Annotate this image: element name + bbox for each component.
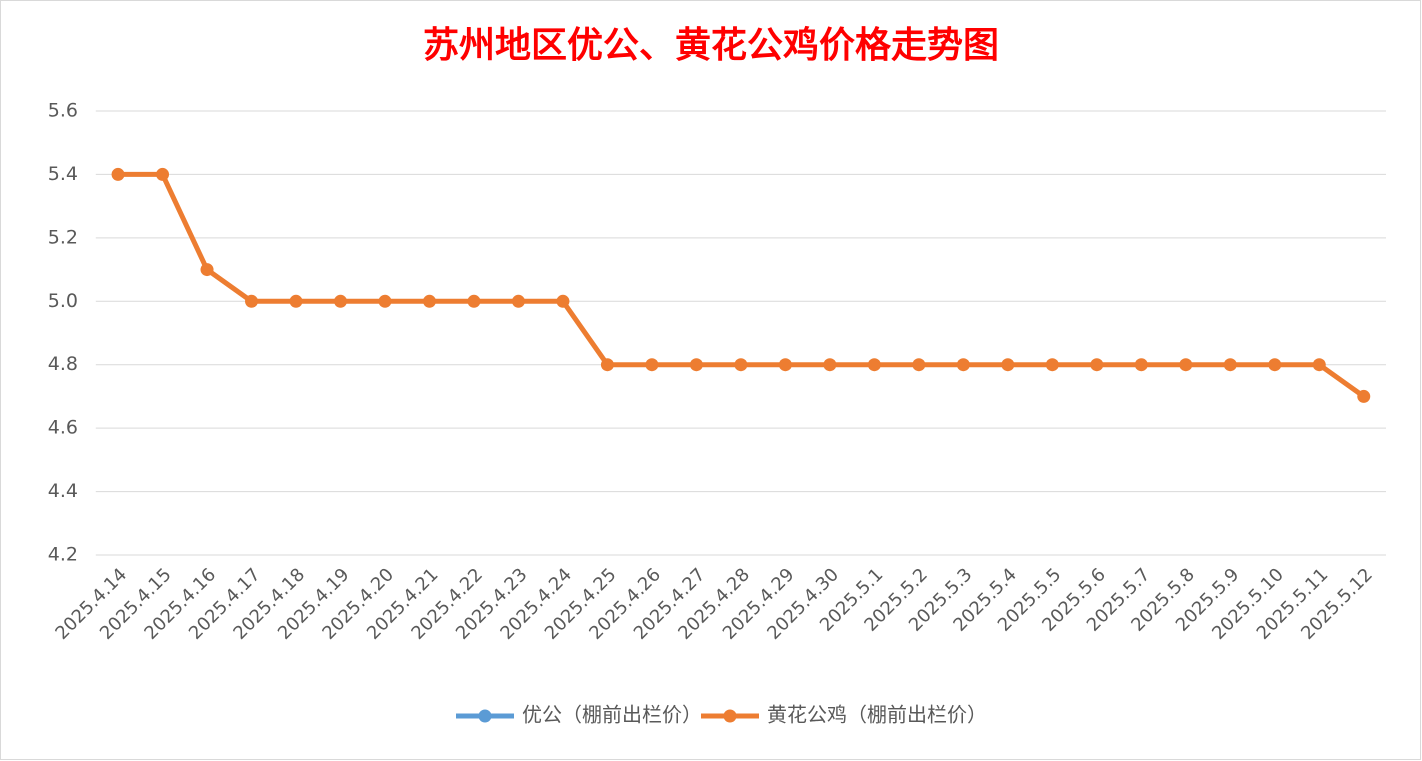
data-point xyxy=(1179,358,1193,372)
data-point xyxy=(823,358,837,372)
data-point xyxy=(245,294,259,308)
data-point xyxy=(200,263,214,277)
data-point xyxy=(378,294,392,308)
y-tick-label: 5.2 xyxy=(48,226,78,248)
data-point xyxy=(556,294,570,308)
data-point xyxy=(867,358,881,372)
y-tick-label: 4.6 xyxy=(48,417,78,439)
data-point xyxy=(111,167,125,181)
chart-title: 苏州地区优公、黄花公鸡价格走势图 xyxy=(423,24,999,66)
y-tick-label: 5.6 xyxy=(48,100,78,122)
data-point xyxy=(156,167,170,181)
data-point xyxy=(1223,358,1237,372)
data-point xyxy=(600,358,614,372)
data-point xyxy=(1357,389,1371,403)
y-tick-label: 4.4 xyxy=(48,480,78,502)
data-point xyxy=(734,358,748,372)
data-point xyxy=(1090,358,1104,372)
legend-marker xyxy=(723,709,737,723)
data-point xyxy=(1045,358,1059,372)
y-tick-label: 5.0 xyxy=(48,290,78,312)
legend-marker xyxy=(478,709,492,723)
data-point xyxy=(422,294,436,308)
data-point xyxy=(1312,358,1326,372)
data-point xyxy=(333,294,347,308)
legend-label: 优公（棚前出栏价） xyxy=(522,703,702,727)
data-point xyxy=(645,358,659,372)
data-point xyxy=(956,358,970,372)
data-point xyxy=(289,294,303,308)
data-point xyxy=(689,358,703,372)
y-tick-label: 5.4 xyxy=(48,163,78,185)
data-point xyxy=(1134,358,1148,372)
data-point xyxy=(511,294,525,308)
data-point xyxy=(1001,358,1015,372)
data-point xyxy=(1268,358,1282,372)
data-point xyxy=(467,294,481,308)
y-tick-label: 4.2 xyxy=(48,544,78,566)
data-point xyxy=(778,358,792,372)
legend-label: 黄花公鸡（棚前出栏价） xyxy=(767,703,987,727)
y-tick-label: 4.8 xyxy=(48,353,78,375)
data-point xyxy=(912,358,926,372)
